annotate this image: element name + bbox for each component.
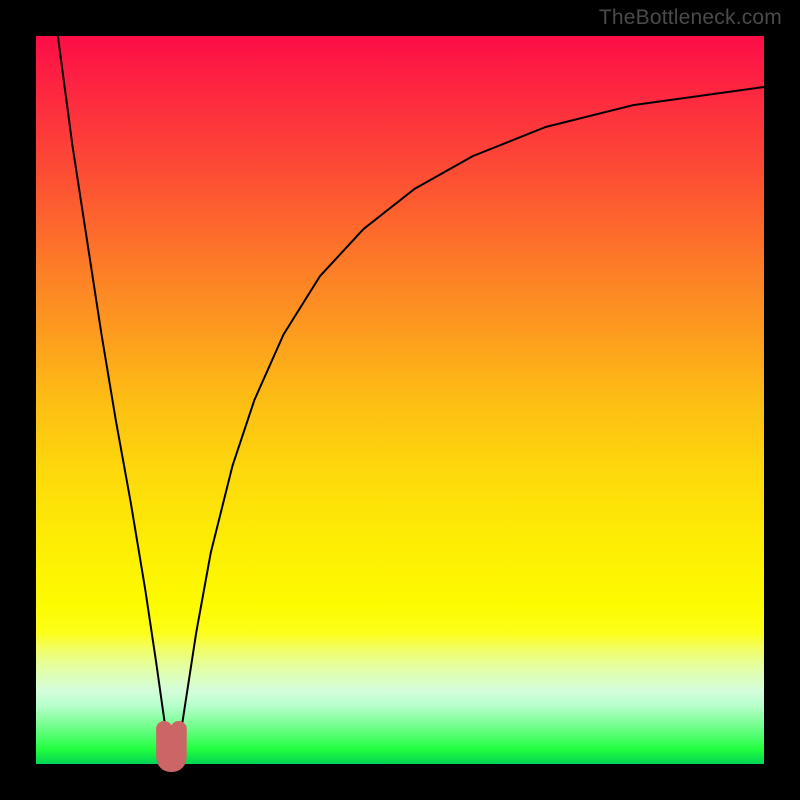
gradient-background bbox=[36, 36, 764, 764]
watermark-text: TheBottleneck.com bbox=[599, 6, 782, 30]
trough-marker-cap bbox=[156, 721, 172, 737]
bottleneck-chart bbox=[0, 0, 800, 800]
trough-marker-cap bbox=[171, 721, 187, 737]
